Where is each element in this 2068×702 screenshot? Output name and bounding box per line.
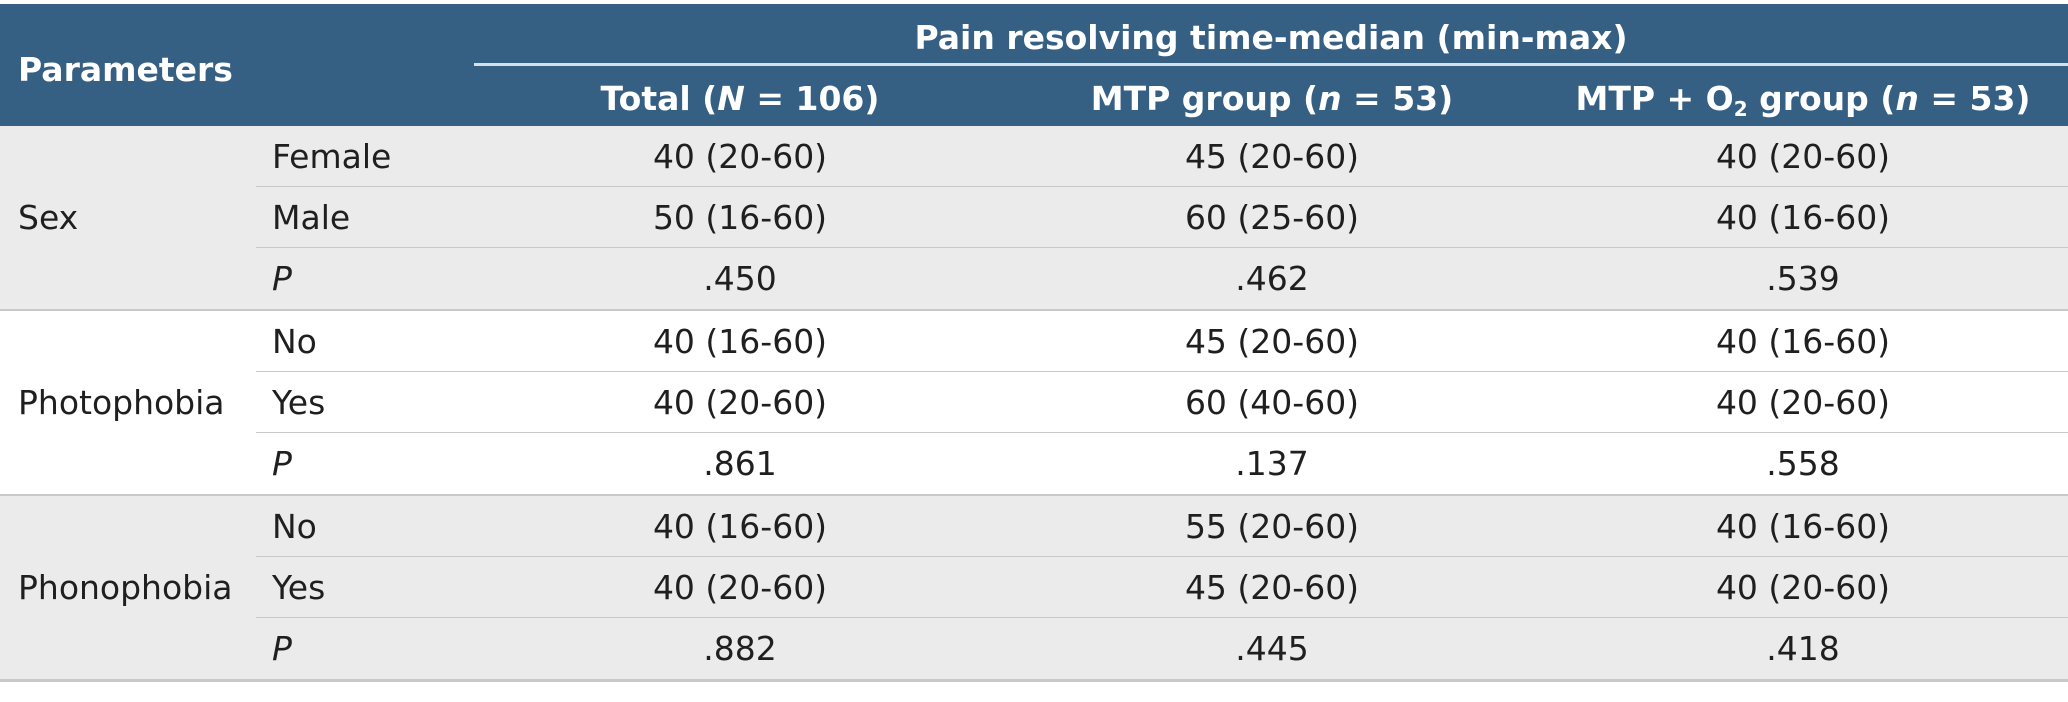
mtp-cell: 55 (20-60) xyxy=(1184,507,1360,546)
group-divider xyxy=(0,679,2068,682)
total-cell: 40 (20-60) xyxy=(652,383,828,422)
header-spanner-rule xyxy=(474,63,2068,66)
mtp-cell: 45 (20-60) xyxy=(1184,568,1360,607)
pain-resolving-time-header: Pain resolving time-median (min-max) xyxy=(914,18,1628,57)
total-cell: .861 xyxy=(703,444,777,483)
group-label: Phonophobia xyxy=(18,567,233,607)
table-row: Yes 40 (20-60) 45 (20-60) 40 (20-60) xyxy=(0,557,2068,619)
mtp-o2-cell: 40 (20-60) xyxy=(1715,137,1891,176)
parameters-header: Parameters xyxy=(18,50,233,89)
total-cell: .450 xyxy=(703,259,777,298)
table-row: No 40 (16-60) 55 (20-60) 40 (16-60) xyxy=(0,496,2068,558)
mtp-o2-column-header: MTP + O2 group (n = 53) xyxy=(1575,79,2031,121)
row-sublabel: No xyxy=(272,507,317,546)
group-label: Sex xyxy=(18,197,79,237)
row-sublabel: No xyxy=(272,322,317,361)
table-row: Yes 40 (20-60) 60 (40-60) 40 (20-60) xyxy=(0,372,2068,434)
mtp-o2-cell: .418 xyxy=(1766,629,1840,668)
mtp-o2-cell: 40 (16-60) xyxy=(1715,198,1891,237)
table-row: Male 50 (16-60) 60 (25-60) 40 (16-60) xyxy=(0,187,2068,249)
mtp-o2-cell: 40 (20-60) xyxy=(1715,568,1891,607)
mtp-cell: .137 xyxy=(1235,444,1309,483)
row-sublabel: P xyxy=(272,444,292,483)
total-cell: 40 (20-60) xyxy=(652,137,828,176)
total-cell: 40 (16-60) xyxy=(652,507,828,546)
table-row: P .450 .462 .539 xyxy=(0,248,2068,309)
total-column-header: Total (N = 106) xyxy=(600,79,880,118)
table-row: P .861 .137 .558 xyxy=(0,433,2068,494)
mtp-o2-cell: 40 (20-60) xyxy=(1715,383,1891,422)
group-divider xyxy=(0,494,2068,497)
row-sublabel: Yes xyxy=(272,383,326,422)
total-cell: 50 (16-60) xyxy=(652,198,828,237)
mtp-cell: 45 (20-60) xyxy=(1184,137,1360,176)
pain-resolving-time-table: Parameters Pain resolving time-median (m… xyxy=(0,4,2068,682)
total-cell: 40 (20-60) xyxy=(652,568,828,607)
mtp-cell: 45 (20-60) xyxy=(1184,322,1360,361)
row-sublabel: Yes xyxy=(272,568,326,607)
row-sublabel: Female xyxy=(272,137,392,176)
mtp-column-header: MTP group (n = 53) xyxy=(1090,79,1454,118)
table-row: P .882 .445 .418 xyxy=(0,618,2068,679)
mtp-cell: 60 (40-60) xyxy=(1184,383,1360,422)
table-header: Parameters Pain resolving time-median (m… xyxy=(0,4,2068,126)
row-sublabel: P xyxy=(272,629,292,668)
mtp-o2-cell: 40 (16-60) xyxy=(1715,507,1891,546)
mtp-cell: .462 xyxy=(1235,259,1309,298)
row-sublabel: Male xyxy=(272,198,351,237)
mtp-cell: 60 (25-60) xyxy=(1184,198,1360,237)
mtp-o2-cell: 40 (16-60) xyxy=(1715,322,1891,361)
table-row: No 40 (16-60) 45 (20-60) 40 (16-60) xyxy=(0,311,2068,373)
mtp-o2-cell: .558 xyxy=(1766,444,1840,483)
group-label: Photophobia xyxy=(18,382,225,422)
group-divider xyxy=(0,309,2068,312)
table-row: Female 40 (20-60) 45 (20-60) 40 (20-60) xyxy=(0,126,2068,188)
mtp-cell: .445 xyxy=(1235,629,1309,668)
mtp-o2-cell: .539 xyxy=(1766,259,1840,298)
total-cell: .882 xyxy=(703,629,777,668)
row-sublabel: P xyxy=(272,259,292,298)
total-cell: 40 (16-60) xyxy=(652,322,828,361)
